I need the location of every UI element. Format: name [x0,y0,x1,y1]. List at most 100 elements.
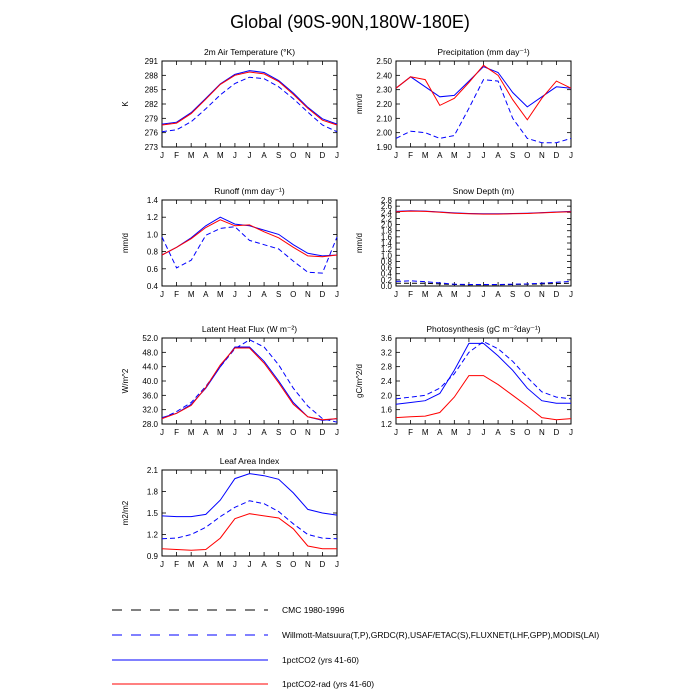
x-tick-label: O [290,560,296,569]
y-tick-label: 48.0 [142,348,158,357]
y-tick-label: 2.0 [381,221,393,230]
y-axis-label: mm/d [355,233,364,253]
y-tick-label: 2.8 [381,196,393,205]
x-tick-label: J [467,290,471,299]
series-line [161,500,338,540]
panel-4: Latent Heat Flux (W m⁻²)J F M A M J J A S O N D J28.… [121,324,339,437]
y-tick-label: 273 [145,143,159,152]
x-tick-label: A [261,560,267,569]
x-tick-label: A [203,428,209,437]
series-line [161,346,338,421]
x-tick-label: M [217,428,224,437]
legend-label: 1pctCO2-rad (yrs 41-60) [282,679,374,689]
x-tick-label: M [422,151,429,160]
x-tick-label: D [554,151,560,160]
panel-title: Snow Depth (m) [453,186,515,196]
series-line [161,70,338,125]
x-tick-label: J [248,428,252,437]
y-tick-label: 0.6 [381,264,393,273]
series-line [161,226,338,274]
y-tick-label: 0.9 [147,552,159,561]
x-tick-label: M [188,290,195,299]
x-tick-label: N [539,290,545,299]
y-axis-label: K [121,101,130,107]
series-line [395,341,572,400]
x-tick-label: J [569,428,573,437]
x-tick-label: O [524,428,530,437]
legend-label: CMC 1980-1996 [282,605,345,615]
x-tick-label: S [510,428,515,437]
x-tick-label: M [451,428,458,437]
x-tick-label: N [305,151,311,160]
panel-5: Photosynthesis (gC m⁻²day⁻¹)J F M A M J J A S O N D… [355,324,573,437]
y-tick-label: 276 [145,129,159,138]
x-tick-label: O [290,151,296,160]
x-tick-label: F [174,290,179,299]
y-tick-label: 2.8 [381,363,393,372]
y-tick-label: 282 [145,100,159,109]
series-line [161,76,338,133]
y-tick-label: 1.0 [381,251,393,260]
y-tick-label: 1.8 [381,227,393,236]
y-tick-label: 28.0 [142,420,158,429]
panel-frame [395,337,572,425]
y-tick-label: 2.00 [376,129,392,138]
x-tick-label: J [335,151,339,160]
panel-frame [395,60,572,148]
x-tick-label: O [290,428,296,437]
x-tick-label: J [160,151,164,160]
x-tick-label: N [539,428,545,437]
series-line [161,339,338,423]
x-tick-label: J [248,290,252,299]
panel-title: Leaf Area Index [220,456,280,466]
y-tick-label: 1.2 [381,245,393,254]
x-tick-label: S [276,560,281,569]
y-tick-label: 32.0 [142,406,158,415]
x-tick-label: F [174,151,179,160]
series-line [161,71,338,126]
x-tick-label: O [524,290,530,299]
x-tick-label: D [554,290,560,299]
x-tick-label: A [437,428,443,437]
legend: CMC 1980-1996 Willmott-Matsuura(T,P),GRDC… [112,605,599,689]
y-tick-label: 44.0 [142,363,158,372]
x-tick-label: M [188,428,195,437]
x-tick-label: S [510,151,515,160]
x-tick-label: J [233,151,237,160]
y-axis-label: mm/d [121,233,130,253]
x-tick-label: F [174,428,179,437]
x-tick-label: J [160,560,164,569]
series-line [395,342,571,405]
y-tick-label: 3.6 [381,334,393,343]
x-tick-label: D [320,290,326,299]
y-tick-label: 0.0 [381,282,393,291]
series-line [161,473,338,518]
x-tick-label: M [451,290,458,299]
y-tick-label: 1.5 [147,509,159,518]
y-axis-label: gC/m^2/d [355,364,364,398]
x-tick-label: J [233,290,237,299]
x-tick-label: A [495,428,501,437]
x-tick-label: M [217,151,224,160]
panel-2: Runoff (mm day⁻¹)J F M A M J J A S O N D J0.40.60.81… [121,186,339,299]
panel-title: Photosynthesis (gC m⁻²day⁻¹) [426,324,540,334]
y-tick-label: 1.8 [147,488,159,497]
y-tick-label: 1.6 [381,233,393,242]
x-tick-label: A [437,290,443,299]
y-tick-label: 2.4 [381,377,393,386]
legend-label: Willmott-Matsuura(T,P),GRDC(R),USAF/ETAC… [282,630,599,640]
x-tick-label: D [554,428,560,437]
y-tick-label: 291 [145,57,159,66]
y-tick-label: 2.1 [147,466,159,475]
x-tick-label: N [305,428,311,437]
x-tick-label: J [335,290,339,299]
x-tick-label: M [422,428,429,437]
y-axis-label: W/m^2 [121,368,130,393]
x-tick-label: N [305,560,311,569]
x-tick-label: A [437,151,443,160]
series-line [395,79,572,144]
y-tick-label: 2.20 [376,100,392,109]
series-line [395,375,572,421]
